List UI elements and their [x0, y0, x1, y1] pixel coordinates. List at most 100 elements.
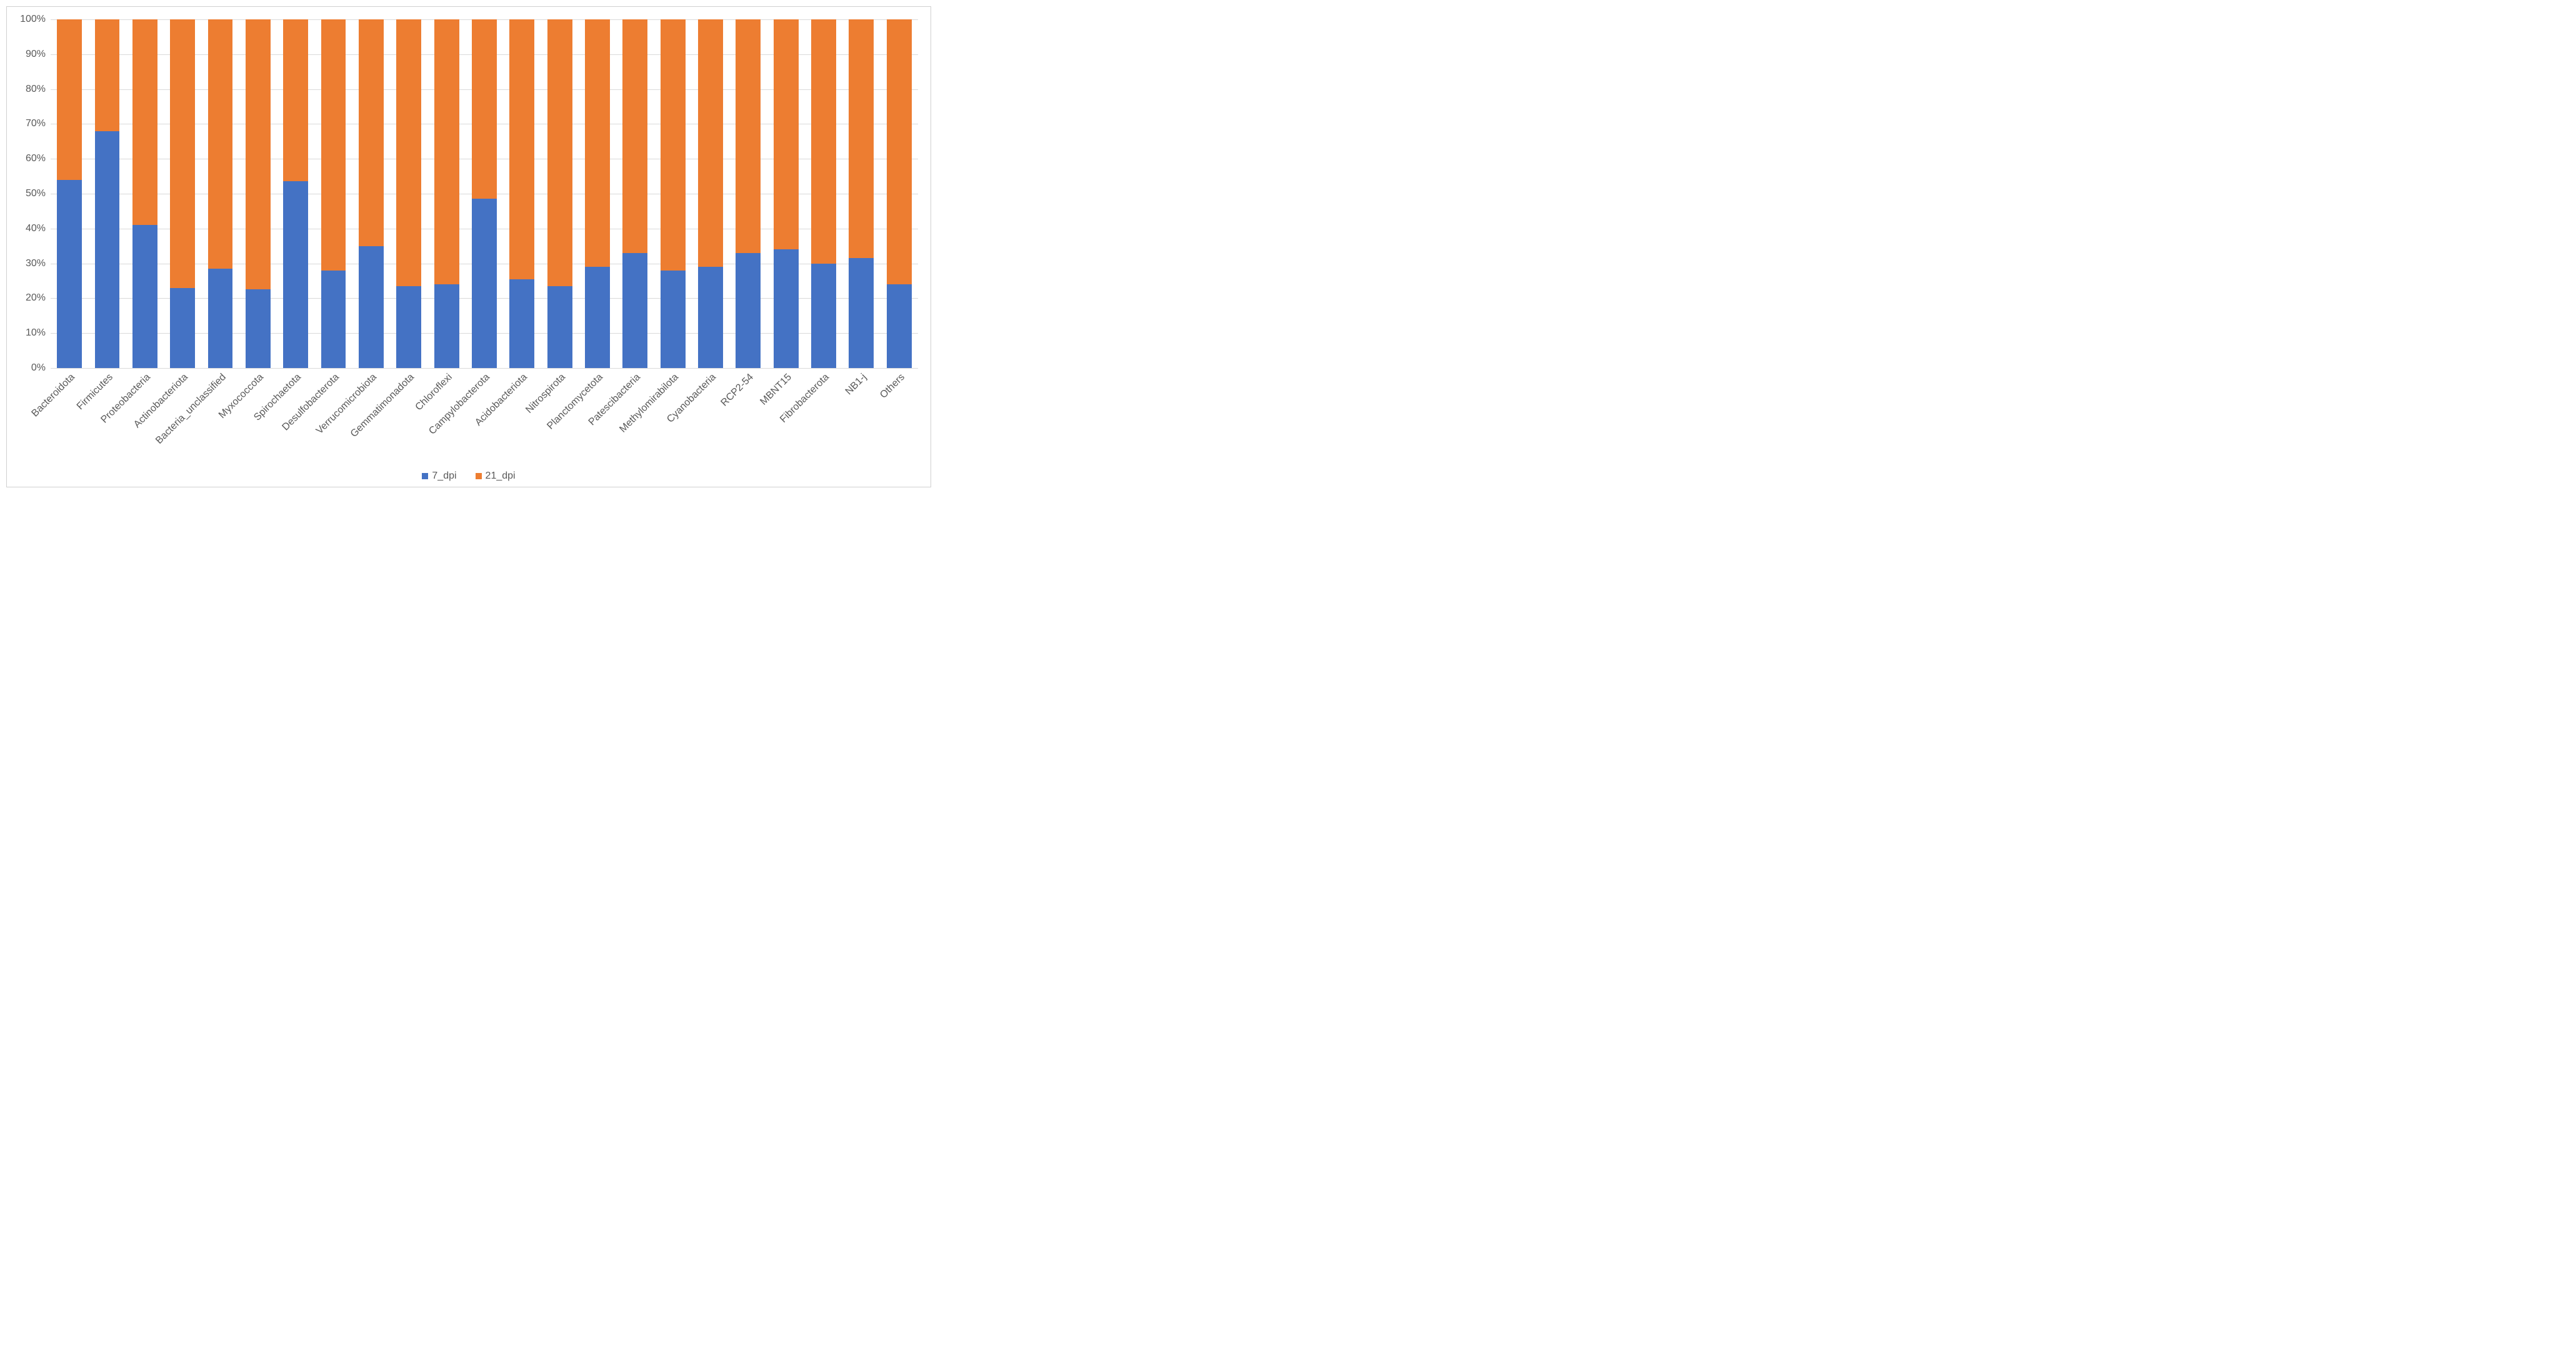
bar-slot: Desulfobacterota — [314, 19, 352, 368]
bar-slot: Proteobacteria — [126, 19, 164, 368]
x-tick-label: Gemmatimonadota — [349, 372, 417, 440]
y-tick-label: 30% — [26, 258, 46, 269]
bar-slot: Fibrobacterota — [805, 19, 842, 368]
bar — [547, 19, 572, 368]
bar — [849, 19, 874, 368]
bar — [811, 19, 836, 368]
x-tick-label: Firmicutes — [74, 372, 115, 412]
bar-slot: Chloroflexi — [427, 19, 465, 368]
bar — [95, 19, 120, 368]
x-tick-label: Bacteria_unclassified — [154, 372, 229, 447]
bar-segment-21dpi — [736, 19, 761, 253]
bar-slot: Nitrospirota — [541, 19, 578, 368]
gridline: 0% — [51, 368, 918, 369]
bar-slot: NB1-j — [842, 19, 880, 368]
bar-slot: Gemmatimonadota — [390, 19, 427, 368]
bar-segment-21dpi — [170, 19, 195, 288]
bar — [472, 19, 497, 368]
bar — [887, 19, 912, 368]
bar — [434, 19, 459, 368]
bar-segment-21dpi — [396, 19, 421, 286]
bar-segment-7dpi — [132, 225, 157, 368]
legend-item-21dpi: 21_dpi — [476, 470, 516, 482]
x-tick-label: Bacteroidota — [30, 372, 77, 419]
x-tick-label: Others — [878, 372, 907, 401]
bar-segment-21dpi — [57, 19, 82, 180]
legend: 7_dpi 21_dpi — [7, 470, 931, 482]
y-tick-label: 70% — [26, 118, 46, 129]
bar-segment-21dpi — [208, 19, 233, 269]
bar — [208, 19, 233, 368]
bar-segment-21dpi — [132, 19, 157, 225]
bar-segment-7dpi — [622, 253, 647, 368]
bar-segment-21dpi — [698, 19, 723, 267]
bar — [246, 19, 271, 368]
bar-slot: Methylomirabilota — [654, 19, 692, 368]
bar-segment-21dpi — [321, 19, 346, 271]
bar-segment-21dpi — [95, 19, 120, 131]
bar-segment-7dpi — [472, 199, 497, 368]
bar-segment-21dpi — [283, 19, 308, 181]
y-tick-label: 80% — [26, 84, 46, 95]
bar-segment-7dpi — [811, 264, 836, 368]
stacked-bar-chart: 0%10%20%30%40%50%60%70%80%90%100% Bacter… — [6, 6, 931, 487]
bar-slot: Patescibacteria — [616, 19, 654, 368]
y-tick-label: 60% — [26, 153, 46, 164]
bar-segment-7dpi — [585, 267, 610, 368]
plot-area: 0%10%20%30%40%50%60%70%80%90%100% Bacter… — [51, 19, 918, 368]
bar-slot: Campylobacterota — [466, 19, 503, 368]
bar — [698, 19, 723, 368]
bar-segment-21dpi — [661, 19, 686, 271]
bar-slot: MBNT15 — [767, 19, 805, 368]
bar-segment-21dpi — [509, 19, 534, 279]
bar — [321, 19, 346, 368]
bar-slot: Acidobacteriota — [503, 19, 541, 368]
bar — [585, 19, 610, 368]
bar-slot: Cyanobacteria — [692, 19, 729, 368]
bar-segment-21dpi — [585, 19, 610, 267]
y-tick-label: 100% — [20, 14, 46, 25]
y-tick-label: 0% — [31, 362, 46, 374]
bar-segment-7dpi — [849, 258, 874, 368]
bar-segment-7dpi — [170, 288, 195, 368]
bar-segment-7dpi — [95, 131, 120, 368]
bar-segment-7dpi — [509, 279, 534, 368]
bar-segment-7dpi — [661, 271, 686, 368]
bar-segment-7dpi — [736, 253, 761, 368]
bar-slot: Spirochaetota — [277, 19, 314, 368]
y-tick-label: 90% — [26, 49, 46, 60]
bar — [170, 19, 195, 368]
bar-segment-7dpi — [283, 181, 308, 368]
y-tick-label: 40% — [26, 223, 46, 234]
bar — [132, 19, 157, 368]
bar-slot: Planctomycetota — [579, 19, 616, 368]
bar-segment-21dpi — [811, 19, 836, 264]
legend-item-7dpi: 7_dpi — [422, 470, 456, 482]
bar-segment-7dpi — [57, 180, 82, 368]
bar-slot: Firmicutes — [88, 19, 126, 368]
bar-slot: RCP2-54 — [729, 19, 767, 368]
bar-segment-7dpi — [359, 246, 384, 368]
bar — [57, 19, 82, 368]
bar — [736, 19, 761, 368]
bar — [509, 19, 534, 368]
x-tick-label: MBNT15 — [758, 372, 794, 407]
bar-segment-21dpi — [849, 19, 874, 258]
bar — [622, 19, 647, 368]
bar-slot: Bacteroidota — [51, 19, 88, 368]
legend-label-21dpi: 21_dpi — [486, 470, 516, 482]
legend-swatch-21dpi — [476, 473, 482, 479]
bar-segment-7dpi — [547, 286, 572, 368]
bar-slot: Actinobacteriota — [164, 19, 201, 368]
bar — [661, 19, 686, 368]
bar — [283, 19, 308, 368]
bar-segment-21dpi — [359, 19, 384, 246]
bar-segment-7dpi — [698, 267, 723, 368]
bar-segment-21dpi — [246, 19, 271, 289]
y-tick-label: 10% — [26, 327, 46, 339]
bar-segment-21dpi — [434, 19, 459, 284]
x-tick-label: NB1-j — [844, 372, 869, 397]
bar-segment-21dpi — [622, 19, 647, 253]
y-tick-label: 20% — [26, 292, 46, 304]
bar-slot: Verrucomicrobiota — [352, 19, 390, 368]
